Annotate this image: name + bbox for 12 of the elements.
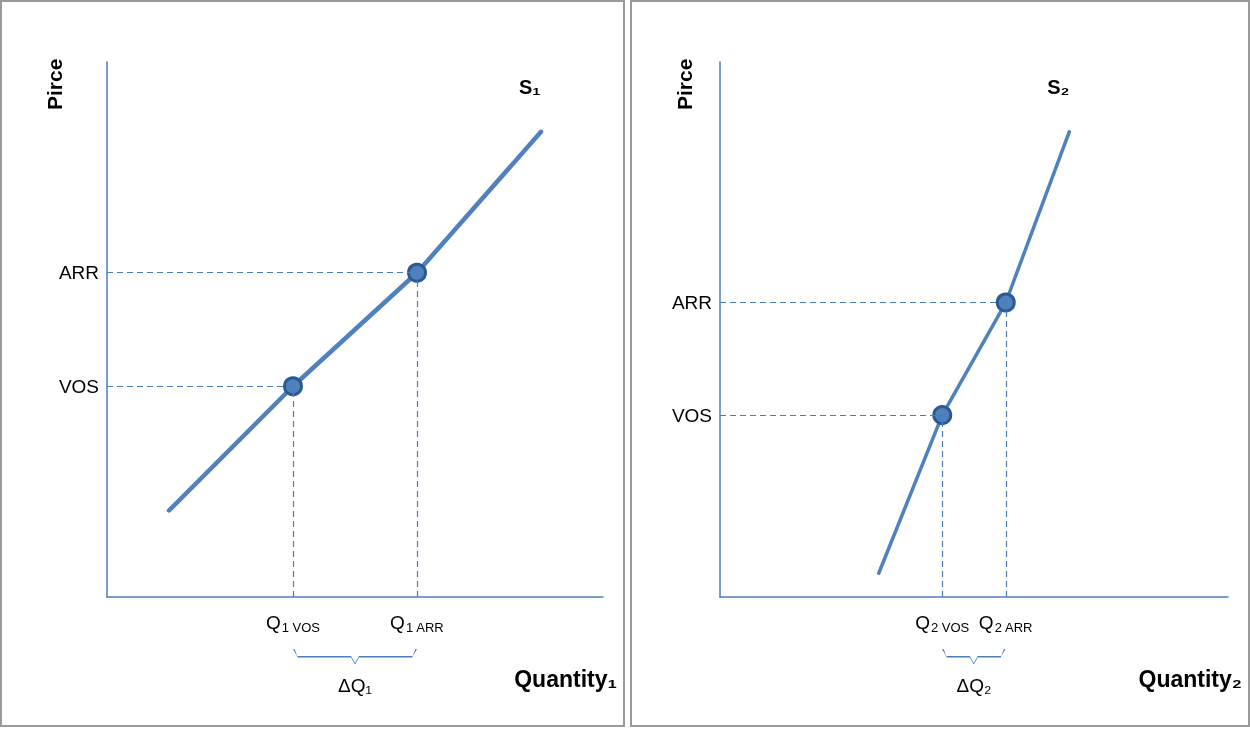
series-label: S₂ [1047,75,1070,98]
series-label: S₁ [519,75,541,98]
y-axis-title: Pirce [673,58,696,110]
x-axis-title: Quantity₂ [1138,665,1242,692]
ref-line-label: VOS [671,404,712,426]
ref-line-label: ARR [58,262,99,284]
ref-line-label: VOS [58,375,99,397]
text: ΔQ₂ [956,674,992,696]
x-axis-title: Quantity₁ [514,665,617,692]
y-axis-title: Pirce [43,58,66,110]
text: ΔQ₁ [338,674,372,696]
ref-line-label: ARR [671,292,712,314]
